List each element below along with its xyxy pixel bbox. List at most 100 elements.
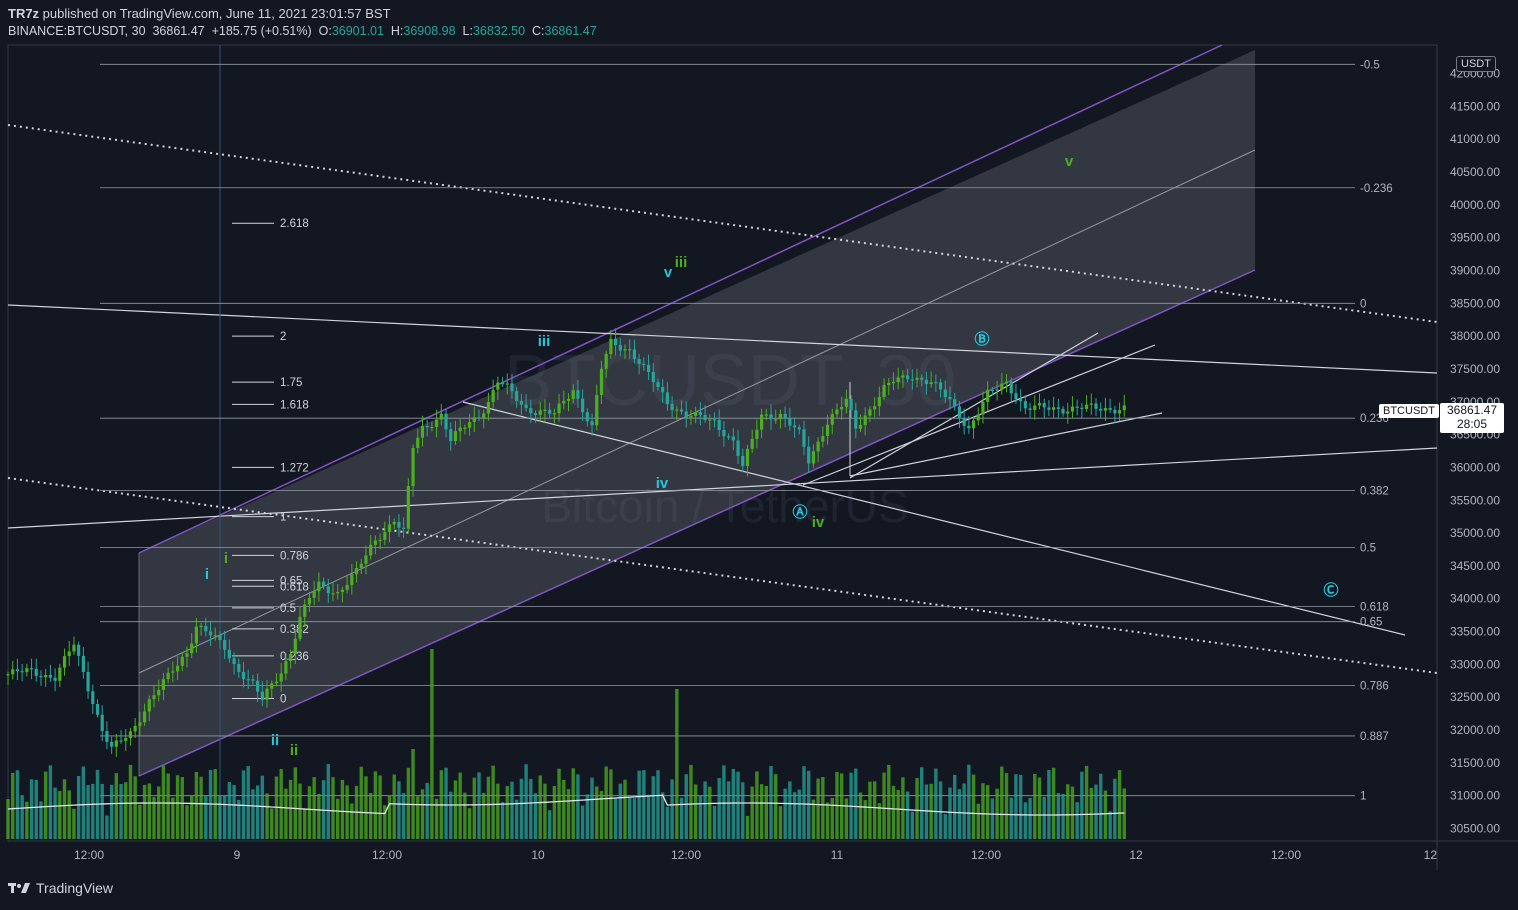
volume-bar [675,689,679,839]
candle-body [11,669,15,675]
volume-bar [967,764,971,839]
volume-bar [576,774,580,839]
price-axis-label: 38500.00 [1450,296,1500,310]
candle-body [500,382,505,385]
fib-extension-label: 0.65 [280,575,302,587]
candle-body [708,419,712,421]
volume-bar [1037,777,1042,839]
trendline-6 [849,412,1163,477]
volume-bar [1122,788,1126,839]
candle-body [816,441,820,452]
fib-retracement-label: -0.236 [1360,183,1393,195]
candle-body [1061,408,1065,414]
volume-bar [948,787,952,839]
candle-body [204,625,208,632]
candle-body [20,671,24,673]
low-value: 36832.50 [472,24,526,38]
candle-body [722,429,726,437]
volume-bar [15,770,20,839]
volume-bar [887,764,891,839]
candle-body [317,581,321,592]
volume-bar [514,799,519,839]
candle-body [538,410,542,415]
candle-body [986,389,990,402]
volume-bar [660,792,665,839]
volume-bar [585,794,590,839]
candle-body [270,683,274,689]
trendline-5 [849,332,1099,479]
volume-bar [185,805,189,839]
volume-bar [656,770,660,839]
fib-extension-label: 0.236 [280,651,309,663]
candle-body [967,425,971,429]
candle-body [326,586,330,594]
volume-bar [189,795,194,839]
candle-body [712,419,717,421]
volume-bar [764,785,769,839]
low-label: L: [462,24,473,38]
candle-body [392,521,396,525]
volume-bar [284,788,288,839]
fib-retracement-label: 1 [1360,791,1366,803]
candle-body [279,673,283,682]
publisher-name[interactable]: TR7z [8,6,40,21]
volume-bar [199,776,203,839]
volume-bar [25,801,29,839]
candle-body [736,440,740,456]
candle-body [336,592,340,594]
candle-body [72,644,76,652]
volume-bar [119,784,123,839]
volume-bar [811,799,816,839]
candle-body [873,406,877,410]
volume-bar [821,776,825,839]
volume-bar [590,777,594,839]
fib-extension-label: 0.5 [280,603,296,615]
volume-bar [43,771,48,839]
candle-body [924,379,929,385]
footer-brand[interactable]: TradingView [8,880,113,896]
candle-body [698,412,702,416]
volume-bar [100,783,104,839]
candle-body [929,382,933,385]
volume-bar [124,782,128,839]
wave-label-4: ii [290,742,298,759]
volume-bar [679,797,684,839]
volume-bar [613,797,618,839]
candle-body [821,436,825,442]
volume-bar [1103,790,1108,839]
volume-bar [482,792,486,839]
volume-bar [981,783,985,839]
candle-body [915,377,919,380]
price-axis-label: 41000.00 [1450,132,1500,146]
symbol-label[interactable]: BINANCE:BTCUSDT, 30 [8,24,146,38]
time-axis-label: 9 [234,848,241,862]
volume-bar [288,779,293,839]
fib-extension-label: 1.75 [280,377,302,389]
volume-bar [6,799,10,839]
candle-body [755,429,759,439]
candle-body [981,401,985,415]
candle-body [882,384,886,397]
volume-bar [547,810,552,839]
volume-bar [133,776,137,839]
volume-bar [20,795,24,839]
candle-body [34,668,38,676]
volume-bar [368,793,373,839]
candle-body [175,665,180,672]
candle-body [364,555,368,564]
candle-body [618,345,622,351]
candle-body [199,625,203,628]
candle-body [868,409,872,416]
candle-body [340,589,345,593]
volume-bar [109,784,114,839]
volume-bar [905,791,910,839]
candle-body [802,429,806,447]
volume-bar [712,805,717,839]
candle-body [581,398,585,413]
currency-label[interactable]: USDT [1456,56,1496,72]
volume-bar [218,795,222,839]
candle-body [298,616,302,639]
candle-body [467,422,472,428]
volume-bar [467,808,472,839]
